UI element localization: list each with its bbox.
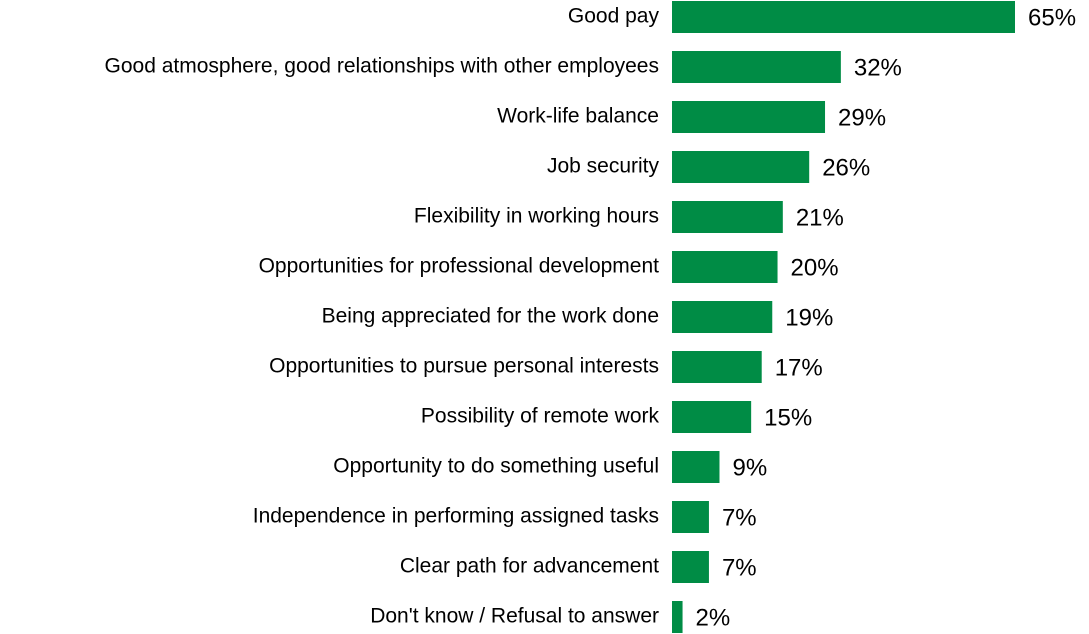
category-label: Opportunity to do something useful: [333, 455, 659, 478]
value-label: 20%: [791, 254, 839, 281]
value-label: 9%: [732, 454, 767, 481]
bar: [672, 551, 709, 583]
bar: [672, 51, 841, 83]
value-label: 7%: [722, 554, 757, 581]
bar: [672, 501, 709, 533]
bar-row: Possibility of remote work 15%: [421, 401, 812, 433]
category-label: Good pay: [568, 5, 660, 28]
bar: [672, 151, 810, 183]
value-label: 21%: [796, 204, 844, 231]
bar-row: Good atmosphere, good relationships with…: [105, 51, 902, 83]
value-label: 17%: [775, 354, 823, 381]
bar-row: Don't know / Refusal to answer 2%: [370, 601, 730, 633]
bar-row: Opportunities for professional developme…: [259, 251, 839, 283]
bar-row: Clear path for advancement 7%: [400, 551, 757, 583]
bar: [672, 101, 826, 133]
category-label: Job security: [547, 155, 660, 178]
category-label: Opportunities to pursue personal interes…: [269, 355, 659, 378]
category-label: Clear path for advancement: [400, 555, 659, 578]
bar-row: Work-life balance 29%: [497, 101, 886, 133]
bar-row: Job security 26%: [547, 151, 870, 183]
bar: [672, 251, 778, 283]
bar-row: Being appreciated for the work done 19%: [322, 301, 833, 333]
bar-row: Opportunity to do something useful 9%: [333, 451, 767, 483]
value-label: 2%: [696, 604, 731, 631]
bar: [672, 351, 762, 383]
category-label: Independence in performing assigned task…: [253, 505, 659, 528]
bar-row: Good pay 65%: [568, 1, 1076, 33]
bar: [672, 1, 1015, 33]
value-label: 26%: [822, 154, 870, 181]
bar: [672, 601, 683, 633]
category-label: Don't know / Refusal to answer: [370, 605, 659, 628]
category-label: Good atmosphere, good relationships with…: [105, 55, 660, 78]
bar: [672, 301, 773, 333]
category-label: Flexibility in working hours: [414, 205, 659, 228]
value-label: 32%: [854, 54, 902, 81]
bar: [672, 201, 783, 233]
bar-row: Opportunities to pursue personal interes…: [269, 351, 823, 383]
bar-row: Independence in performing assigned task…: [253, 501, 757, 533]
bar: [672, 451, 720, 483]
value-label: 65%: [1028, 4, 1076, 31]
bar: [672, 401, 752, 433]
bar-row: Flexibility in working hours 21%: [414, 201, 844, 233]
category-label: Opportunities for professional developme…: [259, 255, 660, 278]
value-label: 19%: [785, 304, 833, 331]
value-label: 29%: [838, 104, 886, 131]
category-label: Work-life balance: [497, 105, 659, 128]
category-label: Possibility of remote work: [421, 405, 660, 428]
category-label: Being appreciated for the work done: [322, 305, 659, 328]
value-label: 15%: [764, 404, 812, 431]
value-label: 7%: [722, 504, 757, 531]
